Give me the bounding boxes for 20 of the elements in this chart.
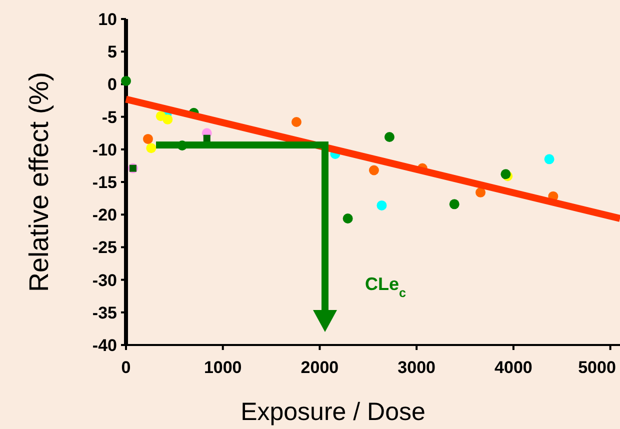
y-tick-label: 0 xyxy=(108,75,117,94)
x-tick-label: 2000 xyxy=(300,358,339,377)
y-tick-label: -15 xyxy=(92,172,117,192)
y-tick-label: -30 xyxy=(92,270,117,290)
y-tick-label: -25 xyxy=(92,238,117,258)
y-tick-label: -35 xyxy=(92,303,117,322)
x-tick-label: 4000 xyxy=(494,358,532,377)
x-axis-title: Exposure / Dose xyxy=(240,398,426,426)
x-tick-label: 3000 xyxy=(398,358,436,377)
y-tick-label: -5 xyxy=(102,108,117,127)
y-tick-label: -10 xyxy=(92,140,117,160)
annotation: CLe$_{c}$ xyxy=(365,274,406,300)
x-tick-label: 1000 xyxy=(204,358,242,377)
y-tick-label: -20 xyxy=(92,206,117,225)
x-tick-label: 0 xyxy=(121,358,131,377)
y-tick-label: 10 xyxy=(98,10,117,29)
x-tick-label: 5000 xyxy=(578,358,616,377)
y-tick-label: 5 xyxy=(108,42,117,62)
y-tick-label: -40 xyxy=(92,336,117,355)
y-axis-title: Relative effect (%) xyxy=(24,72,54,292)
